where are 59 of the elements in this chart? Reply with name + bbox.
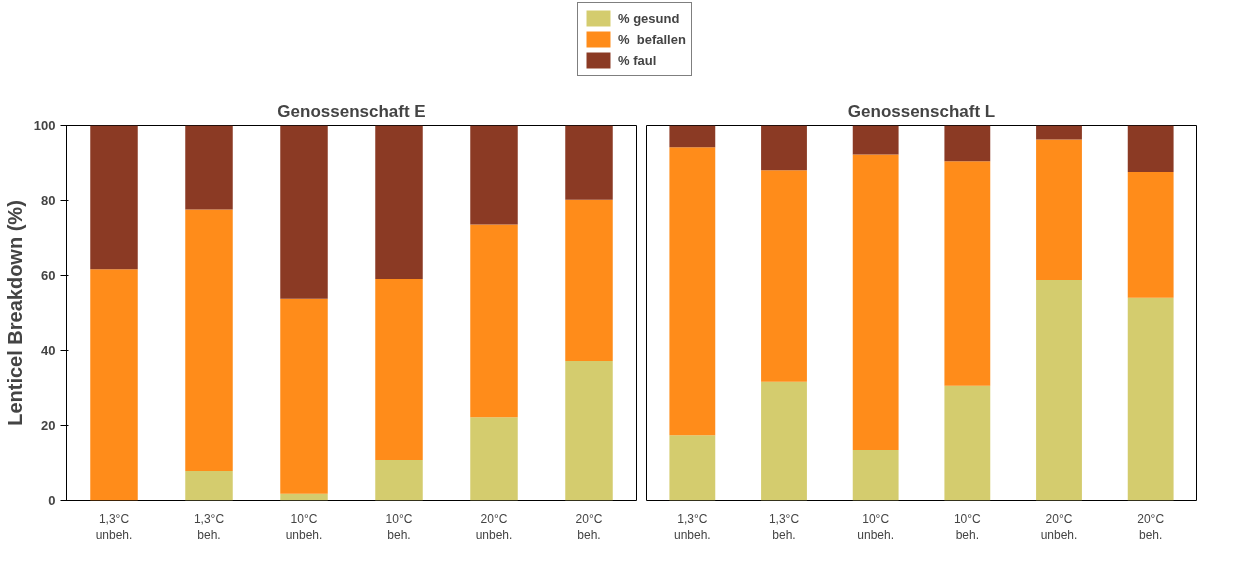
bar (185, 470, 233, 501)
bar (280, 298, 328, 494)
legend-label: % gesund (618, 10, 680, 26)
bar (944, 385, 991, 501)
y-tick-label: 100 (33, 118, 56, 133)
bar (280, 493, 328, 501)
bar (669, 435, 716, 501)
bar (1036, 139, 1082, 280)
bar (852, 449, 899, 501)
x-tick-label: 1,3°C beh. (768, 511, 800, 543)
bar (565, 361, 613, 501)
x-tick-label: 10°C unbeh. (285, 511, 323, 543)
x-tick-label: 1,3°C unbeh. (673, 511, 711, 543)
bar (761, 125, 807, 171)
x-tick-label: 20°C unbeh. (1040, 511, 1078, 543)
x-tick-label: 1,3°C beh. (193, 511, 225, 543)
y-tick-label: 60 (41, 268, 56, 283)
bar (1127, 125, 1174, 172)
x-tick-label: 20°C beh. (575, 511, 603, 543)
y-tick-label: 20 (41, 418, 56, 433)
chart-title: Genossenschaft E (277, 101, 426, 121)
bar (944, 161, 991, 386)
bar (185, 125, 233, 210)
bar (852, 125, 899, 155)
bar (470, 125, 518, 225)
bar (1036, 280, 1082, 501)
bar (375, 125, 423, 279)
y-tick-label: 0 (48, 493, 56, 508)
x-tick-label: 10°C unbeh. (857, 511, 895, 543)
x-tick-label: 10°C beh. (385, 511, 413, 543)
bar (470, 224, 518, 418)
bar (565, 125, 613, 200)
bar (944, 125, 991, 162)
x-tick-label: 10°C beh. (953, 511, 982, 543)
bar (852, 154, 899, 450)
bar (375, 460, 423, 501)
y-tick-label: 80 (41, 193, 56, 208)
bar (761, 381, 807, 501)
x-tick-label: 20°C unbeh. (475, 511, 513, 543)
bar (90, 125, 138, 270)
legend-label: % befallen (618, 31, 686, 47)
bar (761, 170, 807, 382)
bar (375, 278, 423, 460)
y-tick-label: 40 (41, 343, 56, 358)
bar (470, 417, 518, 501)
bar (1127, 297, 1174, 501)
bar (185, 209, 233, 471)
x-tick-label: 20°C beh. (1137, 511, 1165, 543)
bar (1127, 172, 1174, 298)
bar (565, 199, 613, 361)
bar (90, 269, 138, 501)
x-tick-label: 1,3°C unbeh. (95, 511, 133, 543)
y-axis-title: Lenticel Breakdown (%) (3, 200, 26, 426)
bar (669, 147, 716, 436)
bar (280, 125, 328, 299)
legend-label: % faul (618, 52, 657, 68)
bar (669, 125, 716, 148)
bar (1036, 125, 1082, 140)
chart-title: Genossenschaft L (847, 101, 996, 121)
